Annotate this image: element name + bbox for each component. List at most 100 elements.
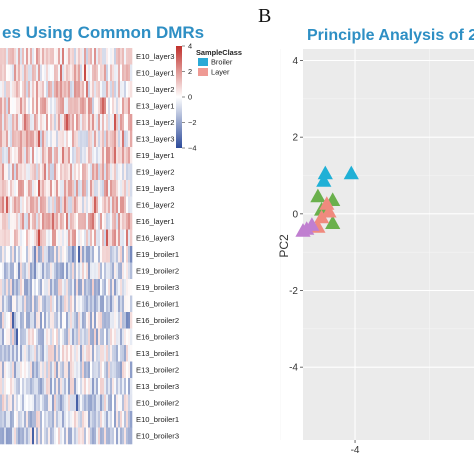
heatmap-cell xyxy=(24,196,27,214)
heatmap-cell xyxy=(36,411,39,428)
heatmap-cell xyxy=(54,295,57,313)
heatmap-cell xyxy=(112,48,115,65)
heatmap-cell xyxy=(108,312,111,329)
heatmap-cell xyxy=(122,213,125,230)
heatmap-cell xyxy=(118,345,121,362)
heatmap-cell xyxy=(22,295,25,313)
heatmap-cell xyxy=(0,180,3,197)
heatmap-cell xyxy=(40,229,43,247)
heatmap-cell xyxy=(108,394,111,412)
heatmap-cell xyxy=(8,345,11,362)
heatmap-cell xyxy=(6,81,9,98)
heatmap-cell xyxy=(8,130,11,148)
heatmap-cell xyxy=(38,81,41,98)
heatmap-cell xyxy=(128,163,131,181)
heatmap-cell xyxy=(96,328,99,346)
heatmap-cell xyxy=(108,213,111,230)
heatmap-cell xyxy=(130,196,133,214)
heatmap-cell xyxy=(94,180,97,197)
heatmap-cell xyxy=(42,213,45,230)
heatmap-cell xyxy=(76,378,79,395)
heatmap-cell xyxy=(72,64,75,82)
heatmap-cell xyxy=(14,262,17,280)
heatmap-cell xyxy=(50,163,53,181)
heatmap-cell xyxy=(66,81,69,98)
heatmap-cell xyxy=(110,180,113,197)
heatmap-cell xyxy=(124,328,127,346)
heatmap-cell xyxy=(30,130,33,148)
heatmap-cell xyxy=(78,97,81,115)
heatmap-cell xyxy=(34,163,37,181)
heatmap-cell xyxy=(84,394,87,412)
heatmap-cell xyxy=(62,295,65,313)
heatmap-cell xyxy=(14,81,17,98)
heatmap-cell xyxy=(42,279,45,296)
heatmap-cell xyxy=(48,427,51,445)
heatmap-cell xyxy=(84,114,87,131)
heatmap-cell xyxy=(72,163,75,181)
heatmap-cell xyxy=(40,97,43,115)
heatmap-cell xyxy=(96,394,99,412)
heatmap-cell xyxy=(122,97,125,115)
heatmap-cell xyxy=(116,97,119,115)
heatmap-cell xyxy=(116,48,119,65)
heatmap-cell xyxy=(100,378,103,395)
heatmap-cell xyxy=(6,312,9,329)
heatmap-cell xyxy=(62,279,65,296)
heatmap-cell xyxy=(110,163,113,181)
heatmap-cell xyxy=(62,97,65,115)
heatmap-cell xyxy=(28,81,31,98)
heatmap-cell xyxy=(58,328,61,346)
heatmap-cell xyxy=(14,163,17,181)
heatmap-cell xyxy=(34,246,37,263)
heatmap-cell xyxy=(10,64,13,82)
heatmap-cell xyxy=(130,328,133,346)
heatmap-cell xyxy=(0,81,3,98)
heatmap-cell xyxy=(48,97,51,115)
heatmap-cell xyxy=(124,48,127,65)
heatmap-cell xyxy=(6,262,9,280)
heatmap-cell xyxy=(30,328,33,346)
heatmap-cell xyxy=(76,180,79,197)
heatmap-cell xyxy=(72,328,75,346)
heatmap-cell xyxy=(20,411,23,428)
heatmap-cell xyxy=(90,361,93,379)
heatmap-cell xyxy=(54,312,57,329)
pca-x-tick-label: -4 xyxy=(351,445,360,456)
heatmap-cell xyxy=(30,180,33,197)
heatmap-cell xyxy=(22,345,25,362)
heatmap-cell xyxy=(100,97,103,115)
heatmap-row-label: E13_broiler2 xyxy=(136,365,179,374)
heatmap-cell xyxy=(54,48,57,65)
heatmap-cell xyxy=(90,130,93,148)
heatmap-cell xyxy=(120,279,123,296)
heatmap-cell xyxy=(52,328,55,346)
heatmap-cell xyxy=(70,163,73,181)
heatmap-cell xyxy=(34,180,37,197)
heatmap-cell xyxy=(48,361,51,379)
heatmap-cell xyxy=(60,64,63,82)
heatmap-cell xyxy=(66,427,69,445)
heatmap-cell xyxy=(90,246,93,263)
heatmap-cell xyxy=(58,81,61,98)
heatmap-cell xyxy=(48,163,51,181)
heatmap-cell xyxy=(64,394,67,412)
heatmap-cell xyxy=(116,411,119,428)
heatmap-cell xyxy=(120,411,123,428)
heatmap-cell xyxy=(104,213,107,230)
heatmap-cell xyxy=(114,295,117,313)
heatmap-cell xyxy=(58,48,61,65)
heatmap-cell xyxy=(130,279,133,296)
heatmap-cell xyxy=(20,114,23,131)
heatmap-cell xyxy=(92,427,95,445)
heatmap-cell xyxy=(6,130,9,148)
heatmap-cell xyxy=(40,279,43,296)
heatmap-cell xyxy=(110,328,113,346)
heatmap-cell xyxy=(62,64,65,82)
heatmap-cell xyxy=(24,411,27,428)
heatmap-cell xyxy=(22,229,25,247)
heatmap-cell xyxy=(114,361,117,379)
heatmap-cell xyxy=(130,394,133,412)
heatmap-cell xyxy=(74,345,77,362)
heatmap-cell xyxy=(68,64,71,82)
